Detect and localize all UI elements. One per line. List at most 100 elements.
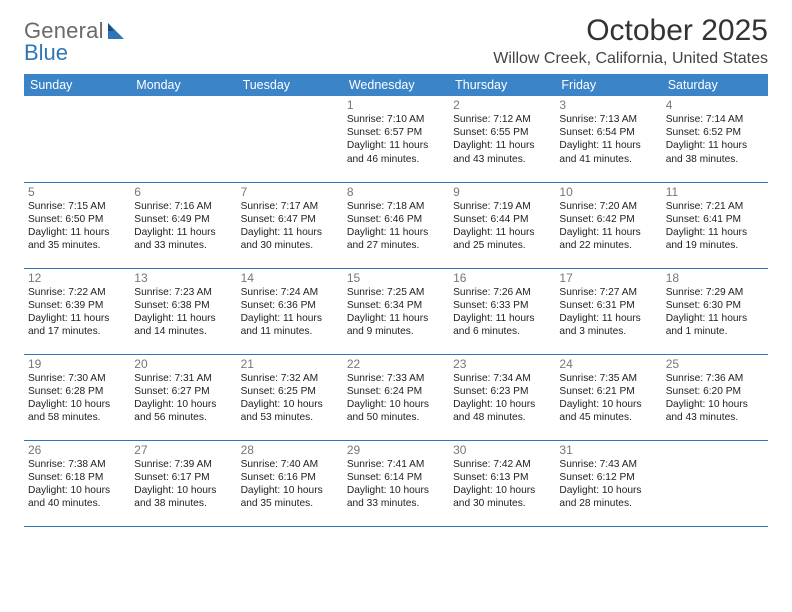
sunrise-line: Sunrise: 7:25 AM (347, 286, 445, 299)
calendar-cell (24, 96, 130, 182)
calendar-page: General October 2025 Willow Creek, Calif… (0, 0, 792, 612)
day-header: Wednesday (343, 74, 449, 96)
day-number: 19 (28, 357, 126, 372)
calendar-cell: 29Sunrise: 7:41 AMSunset: 6:14 PMDayligh… (343, 440, 449, 526)
daylight-line-2: and 43 minutes. (453, 153, 551, 166)
daylight-line-1: Daylight: 10 hours (666, 398, 764, 411)
day-number: 17 (559, 271, 657, 286)
sunrise-line: Sunrise: 7:19 AM (453, 200, 551, 213)
day-header: Thursday (449, 74, 555, 96)
day-number: 24 (559, 357, 657, 372)
daylight-line-1: Daylight: 10 hours (134, 484, 232, 497)
sunrise-line: Sunrise: 7:10 AM (347, 113, 445, 126)
day-header: Saturday (662, 74, 768, 96)
sunrise-line: Sunrise: 7:35 AM (559, 372, 657, 385)
daylight-line-1: Daylight: 10 hours (453, 398, 551, 411)
calendar-cell: 19Sunrise: 7:30 AMSunset: 6:28 PMDayligh… (24, 354, 130, 440)
sunset-line: Sunset: 6:17 PM (134, 471, 232, 484)
sunset-line: Sunset: 6:23 PM (453, 385, 551, 398)
daylight-line-2: and 40 minutes. (28, 497, 126, 510)
sunset-line: Sunset: 6:28 PM (28, 385, 126, 398)
daylight-line-1: Daylight: 10 hours (559, 484, 657, 497)
daylight-line-2: and 9 minutes. (347, 325, 445, 338)
day-number: 27 (134, 443, 232, 458)
sunrise-line: Sunrise: 7:17 AM (241, 200, 339, 213)
sunrise-line: Sunrise: 7:34 AM (453, 372, 551, 385)
day-number: 7 (241, 185, 339, 200)
daylight-line-2: and 35 minutes. (28, 239, 126, 252)
daylight-line-1: Daylight: 11 hours (134, 226, 232, 239)
sunrise-line: Sunrise: 7:31 AM (134, 372, 232, 385)
daylight-line-1: Daylight: 11 hours (347, 226, 445, 239)
daylight-line-2: and 41 minutes. (559, 153, 657, 166)
calendar-cell: 31Sunrise: 7:43 AMSunset: 6:12 PMDayligh… (555, 440, 661, 526)
sunrise-line: Sunrise: 7:13 AM (559, 113, 657, 126)
sunrise-line: Sunrise: 7:40 AM (241, 458, 339, 471)
daylight-line-1: Daylight: 11 hours (347, 139, 445, 152)
sunset-line: Sunset: 6:41 PM (666, 213, 764, 226)
sunset-line: Sunset: 6:49 PM (134, 213, 232, 226)
daylight-line-1: Daylight: 10 hours (241, 398, 339, 411)
daylight-line-1: Daylight: 11 hours (241, 312, 339, 325)
daylight-line-2: and 3 minutes. (559, 325, 657, 338)
daylight-line-2: and 14 minutes. (134, 325, 232, 338)
day-number: 12 (28, 271, 126, 286)
daylight-line-2: and 46 minutes. (347, 153, 445, 166)
calendar-cell: 21Sunrise: 7:32 AMSunset: 6:25 PMDayligh… (237, 354, 343, 440)
daylight-line-1: Daylight: 10 hours (347, 398, 445, 411)
day-number: 16 (453, 271, 551, 286)
day-number: 6 (134, 185, 232, 200)
sunset-line: Sunset: 6:16 PM (241, 471, 339, 484)
header: General October 2025 Willow Creek, Calif… (24, 14, 768, 68)
day-number: 8 (347, 185, 445, 200)
daylight-line-1: Daylight: 10 hours (28, 484, 126, 497)
calendar-week-row: 12Sunrise: 7:22 AMSunset: 6:39 PMDayligh… (24, 268, 768, 354)
day-number: 18 (666, 271, 764, 286)
sunset-line: Sunset: 6:27 PM (134, 385, 232, 398)
sunrise-line: Sunrise: 7:33 AM (347, 372, 445, 385)
sunrise-line: Sunrise: 7:14 AM (666, 113, 764, 126)
calendar-week-row: 1Sunrise: 7:10 AMSunset: 6:57 PMDaylight… (24, 96, 768, 182)
daylight-line-2: and 45 minutes. (559, 411, 657, 424)
title-block: October 2025 Willow Creek, California, U… (493, 14, 768, 68)
daylight-line-1: Daylight: 10 hours (347, 484, 445, 497)
sunset-line: Sunset: 6:13 PM (453, 471, 551, 484)
sunset-line: Sunset: 6:21 PM (559, 385, 657, 398)
location: Willow Creek, California, United States (493, 50, 768, 68)
daylight-line-1: Daylight: 11 hours (453, 139, 551, 152)
sunset-line: Sunset: 6:54 PM (559, 126, 657, 139)
calendar-cell (237, 96, 343, 182)
calendar-cell: 6Sunrise: 7:16 AMSunset: 6:49 PMDaylight… (130, 182, 236, 268)
day-number: 14 (241, 271, 339, 286)
sunrise-line: Sunrise: 7:21 AM (666, 200, 764, 213)
calendar-cell: 24Sunrise: 7:35 AMSunset: 6:21 PMDayligh… (555, 354, 661, 440)
sunset-line: Sunset: 6:42 PM (559, 213, 657, 226)
calendar-cell: 9Sunrise: 7:19 AMSunset: 6:44 PMDaylight… (449, 182, 555, 268)
daylight-line-1: Daylight: 11 hours (241, 226, 339, 239)
sunset-line: Sunset: 6:30 PM (666, 299, 764, 312)
daylight-line-1: Daylight: 11 hours (453, 226, 551, 239)
day-number: 4 (666, 98, 764, 113)
sunset-line: Sunset: 6:57 PM (347, 126, 445, 139)
calendar-week-row: 5Sunrise: 7:15 AMSunset: 6:50 PMDaylight… (24, 182, 768, 268)
calendar-week-row: 19Sunrise: 7:30 AMSunset: 6:28 PMDayligh… (24, 354, 768, 440)
day-header: Monday (130, 74, 236, 96)
calendar-cell: 17Sunrise: 7:27 AMSunset: 6:31 PMDayligh… (555, 268, 661, 354)
calendar-week-row: 26Sunrise: 7:38 AMSunset: 6:18 PMDayligh… (24, 440, 768, 526)
sunrise-line: Sunrise: 7:42 AM (453, 458, 551, 471)
day-header: Friday (555, 74, 661, 96)
day-number: 2 (453, 98, 551, 113)
calendar-cell: 2Sunrise: 7:12 AMSunset: 6:55 PMDaylight… (449, 96, 555, 182)
day-number: 23 (453, 357, 551, 372)
sunrise-line: Sunrise: 7:26 AM (453, 286, 551, 299)
calendar-cell (130, 96, 236, 182)
day-number: 11 (666, 185, 764, 200)
sunrise-line: Sunrise: 7:36 AM (666, 372, 764, 385)
sunrise-line: Sunrise: 7:29 AM (666, 286, 764, 299)
calendar-table: Sunday Monday Tuesday Wednesday Thursday… (24, 74, 768, 527)
calendar-cell: 14Sunrise: 7:24 AMSunset: 6:36 PMDayligh… (237, 268, 343, 354)
sunset-line: Sunset: 6:52 PM (666, 126, 764, 139)
sunset-line: Sunset: 6:55 PM (453, 126, 551, 139)
sunrise-line: Sunrise: 7:24 AM (241, 286, 339, 299)
logo-sail-icon (106, 21, 128, 41)
